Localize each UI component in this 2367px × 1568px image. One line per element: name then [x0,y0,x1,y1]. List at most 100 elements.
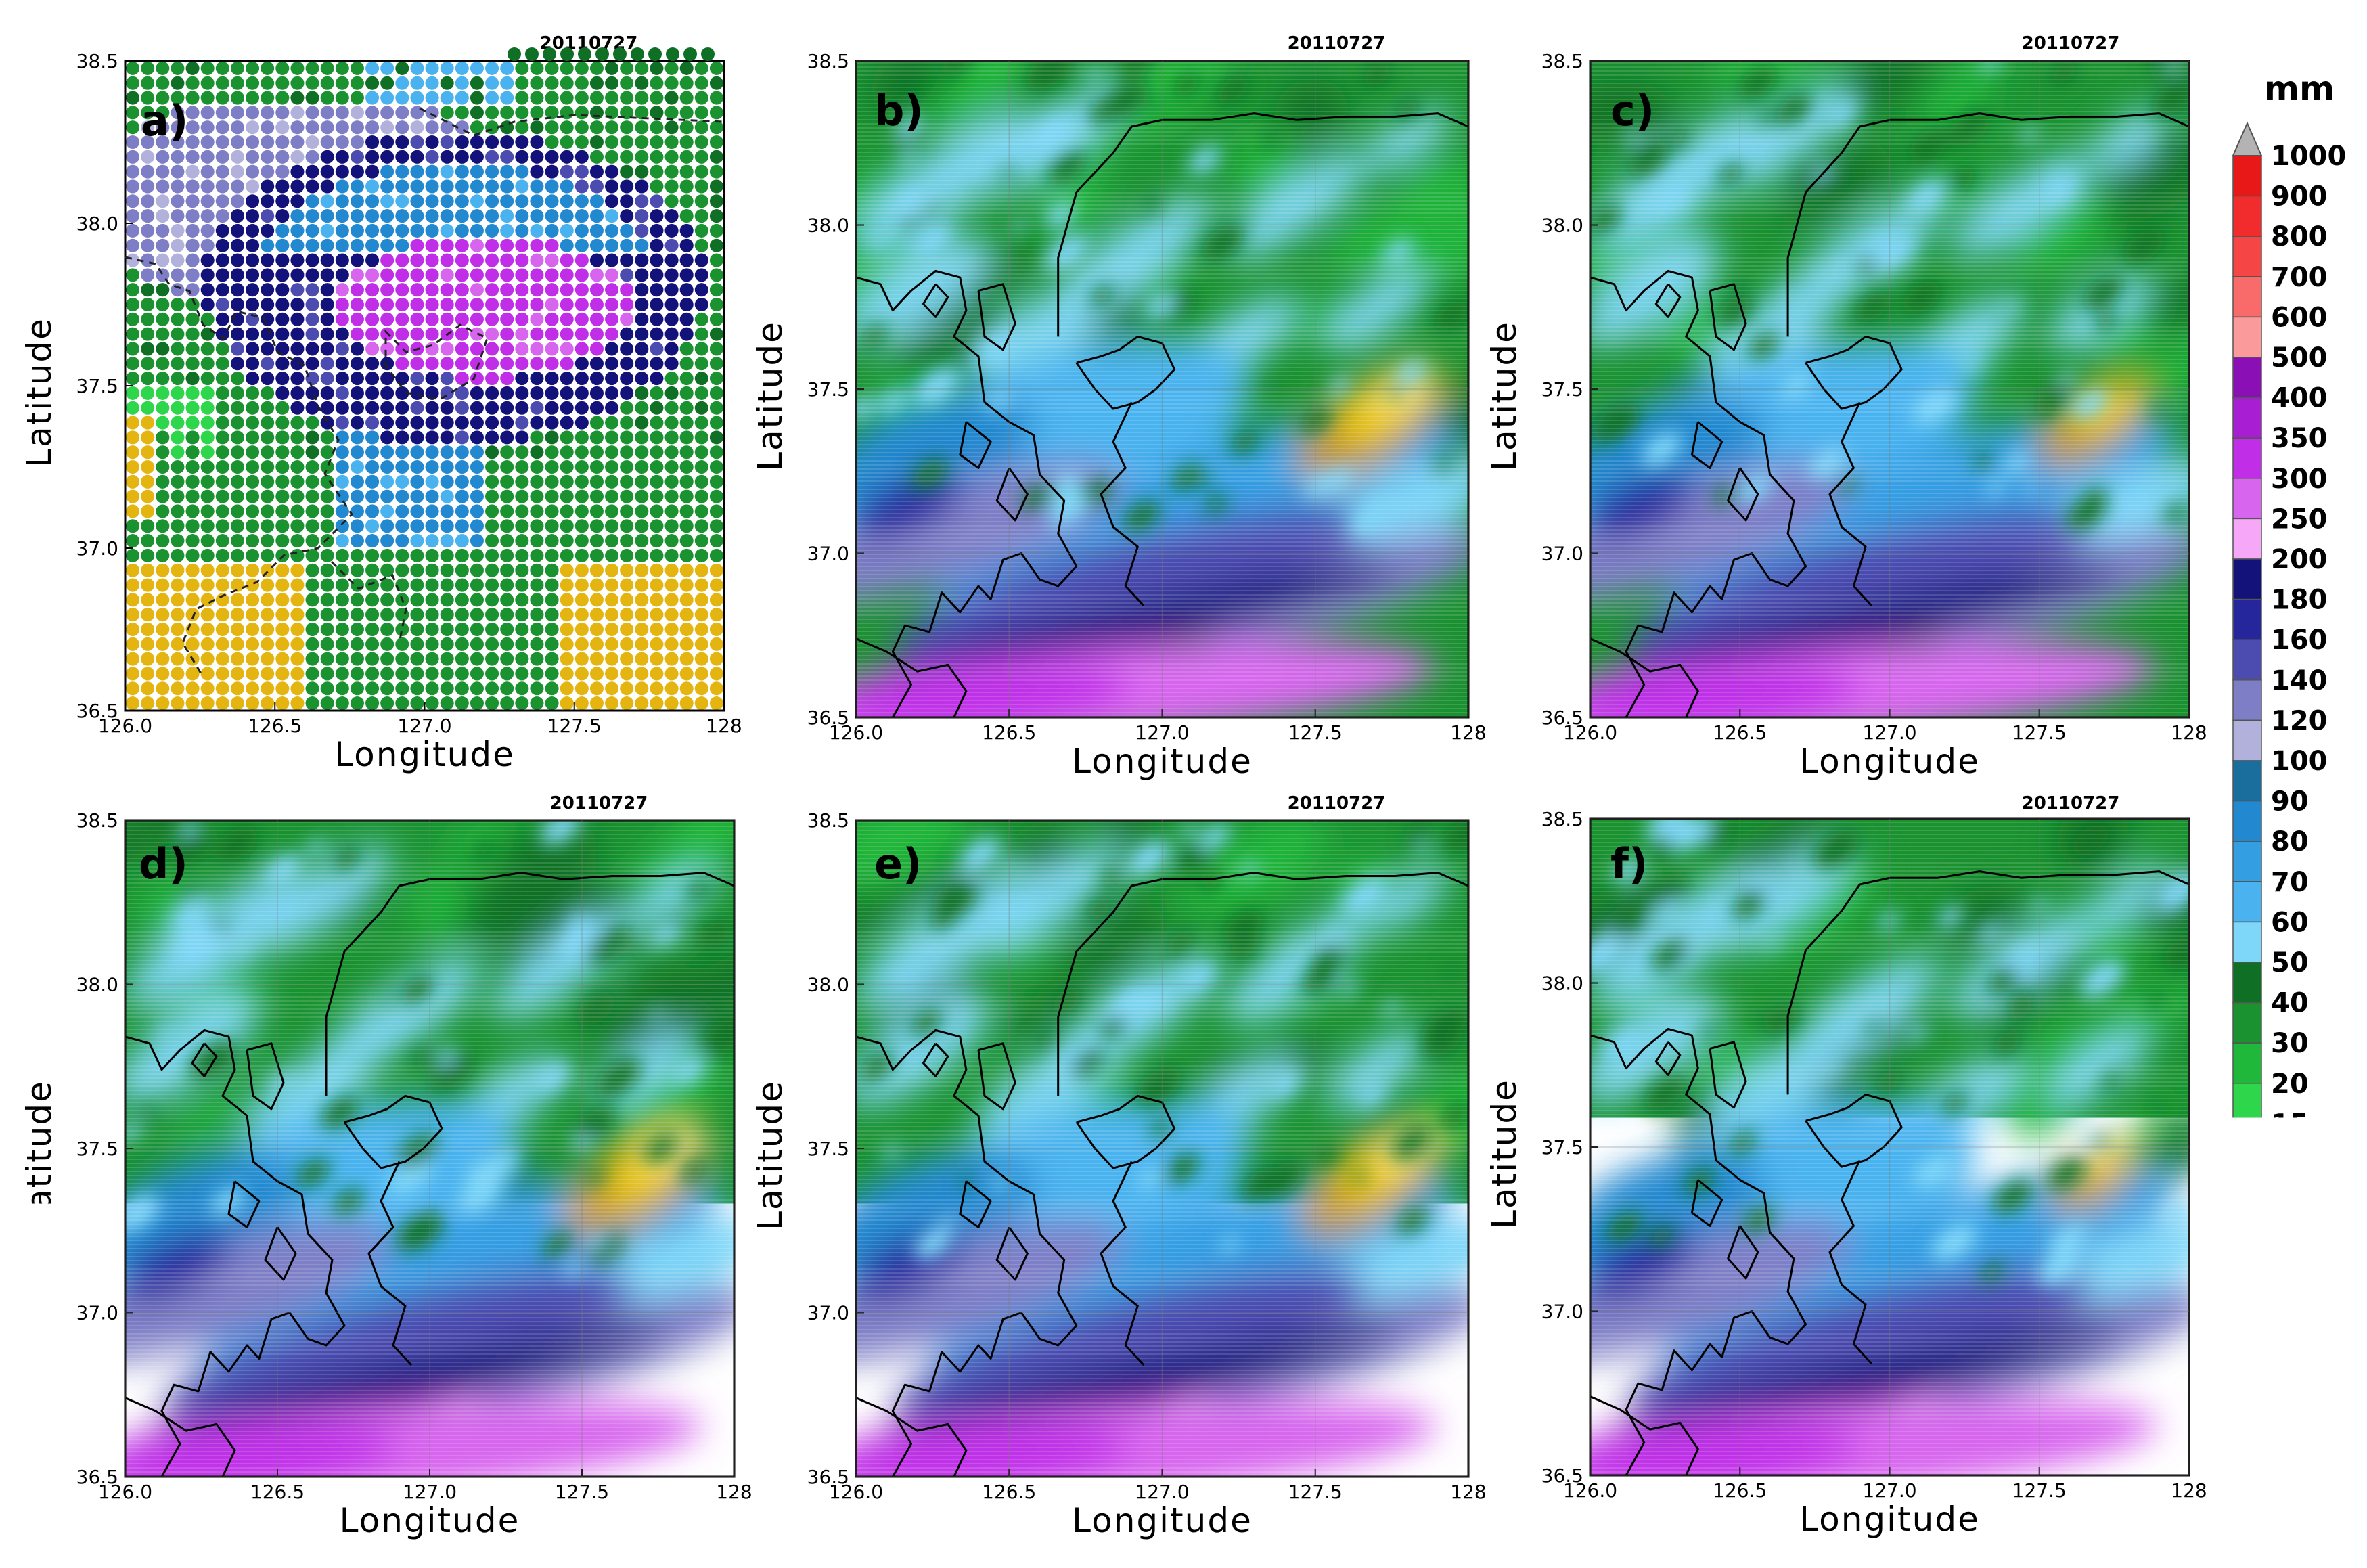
station-dot [500,209,514,223]
station-dot [680,283,694,296]
station-dot [635,696,648,710]
colorbar-level-label: 800 [2271,221,2328,252]
station-dot [575,298,589,311]
station-dot [605,549,618,562]
station-dot [201,401,215,415]
station-dot [695,209,708,223]
station-dot [470,106,484,119]
station-dot [455,475,469,489]
station-dot [530,623,543,636]
station-dot [455,224,469,238]
station-dot [695,179,708,193]
station-dot [605,165,618,179]
station-dot [410,239,424,252]
colorbar-level-label: 140 [2271,665,2328,696]
station-dot [321,564,334,577]
station-dot [380,76,394,90]
station-dot [246,224,259,238]
station-dot [410,224,424,238]
station-dot [485,430,499,444]
colorbar-swatch [2233,277,2261,317]
y-tick-label: 36.5 [1541,1464,1583,1487]
station-dot [410,667,424,680]
y-tick-label: 38.5 [1541,808,1583,830]
station-dot [321,534,334,547]
station-dot [171,283,184,296]
station-dot [171,224,184,238]
station-dot [470,534,484,547]
station-dot [560,681,574,695]
station-dot [515,696,528,710]
station-dot [395,445,409,459]
station-dot [515,579,528,592]
station-dot [231,490,244,503]
station-dot [680,637,694,651]
station-dot [156,430,169,444]
station-dot [560,120,574,134]
station-dot [695,254,708,267]
station-dot [246,283,259,296]
station-dot [605,534,618,547]
station-dot [126,194,139,208]
station-dot [545,283,559,296]
station-dot [186,62,200,75]
station-dot [441,401,454,415]
station-dot [710,401,723,415]
station-dot [620,135,633,149]
station-dot [290,386,304,400]
station-dot [545,475,559,489]
station-dot [351,268,364,282]
station-dot [470,239,484,252]
station-dot [141,386,154,400]
station-dot [590,623,604,636]
colorbar-level-label: 30 [2271,1028,2309,1059]
station-dot [613,47,627,61]
station-dot [560,549,574,562]
station-dot [216,150,229,164]
station-dot [530,342,543,355]
station-dot [365,386,379,400]
station-dot [231,430,244,444]
station-dot [261,194,274,208]
station-dot [275,534,289,547]
station-dot [605,150,618,164]
station-dot [500,490,514,503]
station-dot [530,283,543,296]
station-dot [336,298,349,311]
station-dot [261,579,274,592]
station-dot [441,106,454,119]
station-dot [261,681,274,695]
station-dot [201,194,215,208]
station-dot [515,224,528,238]
station-dot [710,430,723,444]
station-dot [530,209,543,223]
station-dot [680,504,694,518]
station-dot [261,209,274,223]
station-dot [426,91,439,105]
station-dot [156,608,169,621]
station-dot [635,372,648,385]
station-dot [141,475,154,489]
station-dot [426,579,439,592]
station-dot [620,254,633,267]
station-dot [141,534,154,547]
station-dot [365,667,379,680]
station-dot [321,268,334,282]
station-dot [620,416,633,430]
station-dot [351,313,364,326]
station-dot [635,504,648,518]
station-dot [365,239,379,252]
station-dot [275,430,289,444]
station-dot [470,209,484,223]
station-dot [231,637,244,651]
station-dot [261,445,274,459]
station-dot [650,76,663,90]
station-dot [470,135,484,149]
colorbar-swatch [2233,438,2261,478]
station-dot [306,268,319,282]
station-dot [590,401,604,415]
station-dot [545,372,559,385]
station-dot [365,179,379,193]
station-dot [635,564,648,577]
station-dot [470,283,484,296]
